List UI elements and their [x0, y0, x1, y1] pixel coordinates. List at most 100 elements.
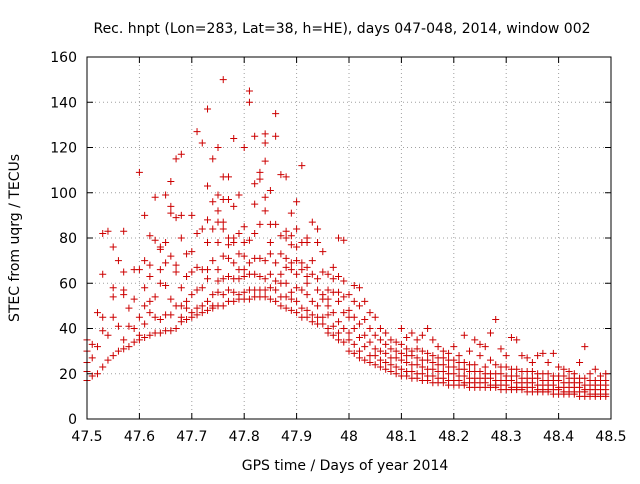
data-point-marker	[120, 268, 128, 276]
data-point-marker	[167, 295, 175, 303]
data-point-marker	[350, 349, 358, 357]
data-point-marker	[513, 365, 521, 373]
data-point-marker	[282, 234, 290, 242]
data-point-marker	[261, 275, 269, 283]
data-point-marker	[188, 291, 196, 299]
data-point-marker	[534, 352, 542, 360]
data-point-marker	[188, 268, 196, 276]
data-point-marker	[204, 297, 212, 305]
data-point-marker	[209, 198, 217, 206]
data-point-marker	[324, 311, 332, 319]
data-point-marker	[135, 313, 143, 321]
data-point-marker	[109, 313, 117, 321]
data-point-marker	[282, 227, 290, 235]
data-point-marker	[219, 252, 227, 260]
data-point-marker	[298, 304, 306, 312]
x-tick-label: 47.5	[71, 429, 102, 445]
data-point-marker	[361, 343, 369, 351]
data-point-marker	[460, 372, 468, 380]
data-point-marker	[308, 297, 316, 305]
data-point-marker	[329, 331, 337, 339]
data-point-marker	[93, 309, 101, 317]
data-point-marker	[450, 363, 458, 371]
data-point-marker	[272, 110, 280, 118]
data-point-marker	[120, 336, 128, 344]
data-point-marker	[261, 130, 269, 138]
data-point-marker	[151, 293, 159, 301]
data-point-marker	[256, 175, 264, 183]
data-point-marker	[224, 241, 232, 249]
data-point-marker	[376, 356, 384, 364]
data-point-marker	[366, 358, 374, 366]
data-point-marker	[141, 257, 149, 265]
data-point-marker	[387, 361, 395, 369]
data-point-marker	[314, 225, 322, 233]
data-point-marker	[287, 241, 295, 249]
data-point-marker	[219, 302, 227, 310]
data-point-marker	[162, 282, 170, 290]
data-point-marker	[99, 270, 107, 278]
data-point-marker	[450, 370, 458, 378]
data-point-marker	[204, 275, 212, 283]
data-point-marker	[418, 370, 426, 378]
data-point-marker	[413, 354, 421, 362]
data-point-marker	[230, 288, 238, 296]
data-point-marker	[277, 171, 285, 179]
data-point-marker	[141, 334, 149, 342]
data-point-marker	[245, 295, 253, 303]
data-point-marker	[261, 257, 269, 265]
data-point-marker	[602, 377, 610, 385]
data-point-marker	[214, 144, 222, 151]
data-point-marker	[371, 361, 379, 369]
data-point-marker	[230, 202, 238, 210]
data-point-marker	[272, 259, 280, 267]
data-point-marker	[266, 295, 274, 303]
data-point-marker	[476, 340, 484, 348]
x-tick-label: 48.2	[438, 429, 469, 445]
data-point-marker	[245, 98, 253, 106]
data-point-marker	[209, 257, 217, 265]
data-point-marker	[251, 132, 259, 140]
data-point-marker	[460, 331, 468, 339]
data-point-marker	[272, 286, 280, 294]
data-point-marker	[287, 266, 295, 274]
data-point-marker	[251, 180, 259, 188]
data-point-marker	[293, 243, 301, 251]
data-point-marker	[146, 232, 154, 240]
data-point-marker	[308, 311, 316, 319]
data-point-marker	[224, 272, 232, 280]
data-point-marker	[261, 207, 269, 215]
data-point-marker	[429, 365, 437, 373]
data-point-marker	[214, 277, 222, 285]
data-point-marker	[193, 311, 201, 319]
data-point-marker	[345, 291, 353, 299]
data-point-marker	[183, 297, 191, 305]
data-point-marker	[146, 261, 154, 269]
data-point-marker	[120, 286, 128, 294]
data-point-marker	[329, 309, 337, 317]
data-point-marker	[597, 372, 605, 380]
data-point-marker	[361, 356, 369, 364]
grid	[87, 57, 611, 419]
data-point-marker	[361, 331, 369, 339]
data-point-marker	[439, 361, 447, 369]
data-point-marker	[350, 313, 358, 321]
data-point-marker	[240, 288, 248, 296]
data-point-marker	[272, 297, 280, 305]
data-point-marker	[576, 358, 584, 366]
data-point-marker	[177, 302, 185, 310]
data-point-marker	[340, 236, 348, 244]
data-point-marker	[403, 334, 411, 342]
data-point-marker	[261, 293, 269, 301]
data-point-marker	[476, 367, 484, 375]
data-point-marker	[177, 313, 185, 321]
data-point-marker	[502, 352, 510, 360]
data-point-marker	[261, 286, 269, 294]
data-point-marker	[303, 263, 311, 271]
data-point-marker	[513, 336, 521, 344]
data-point-marker	[434, 343, 442, 351]
data-point-marker	[183, 315, 191, 323]
data-point-marker	[439, 354, 447, 362]
data-point-marker	[350, 325, 358, 332]
data-point-marker	[335, 297, 343, 305]
